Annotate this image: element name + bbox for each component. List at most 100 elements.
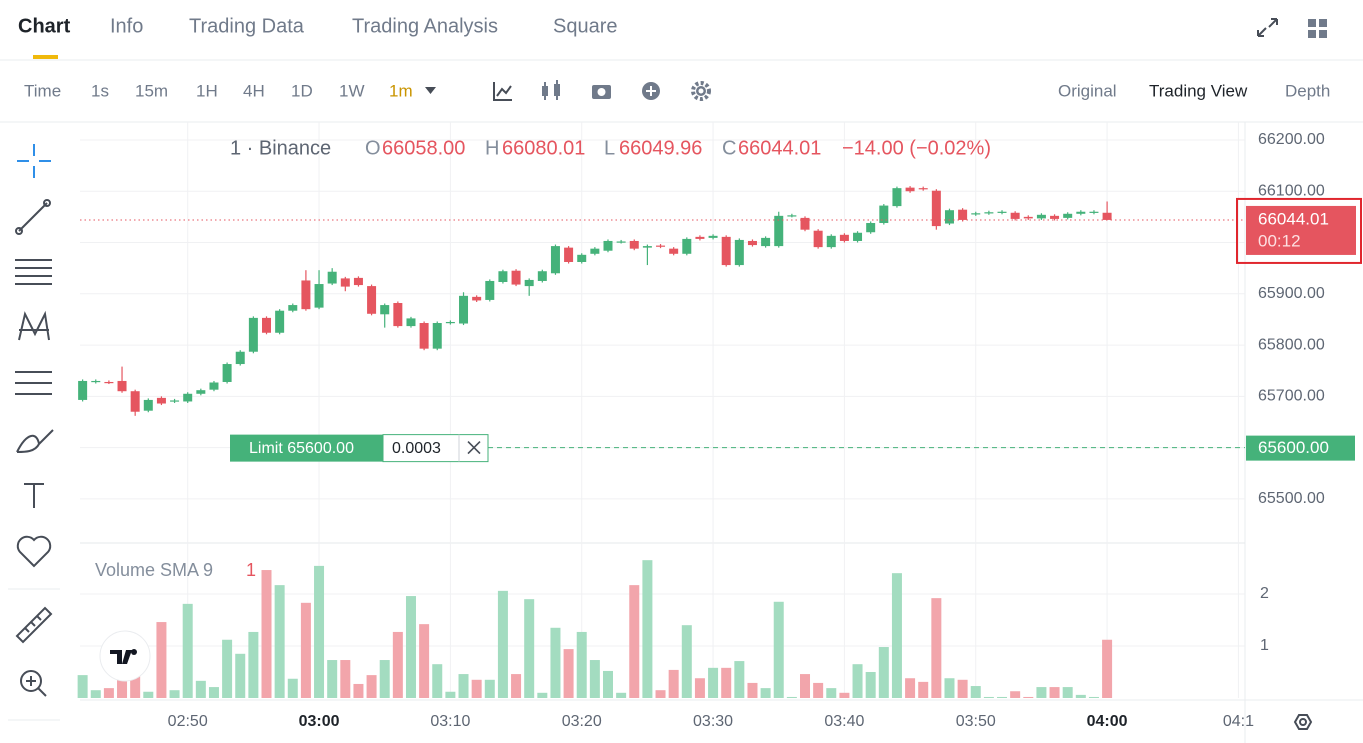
volume-bar bbox=[800, 674, 811, 698]
candle-body bbox=[235, 351, 245, 365]
volume-bar bbox=[905, 678, 916, 698]
candle-body bbox=[288, 305, 298, 311]
candle-body bbox=[196, 390, 206, 394]
interval[interactable]: 1s bbox=[91, 81, 109, 100]
candle-body bbox=[629, 240, 639, 249]
candle-body bbox=[130, 391, 140, 412]
interval[interactable]: Time bbox=[24, 81, 61, 100]
interval[interactable]: 1W bbox=[339, 81, 365, 100]
tab[interactable]: Info bbox=[110, 15, 143, 37]
candle-body bbox=[800, 217, 810, 230]
x-tick-label: 04:1 bbox=[1223, 713, 1254, 730]
settings-icon[interactable] bbox=[691, 81, 711, 101]
x-tick-label: 03:00 bbox=[299, 713, 340, 730]
zoom-tool[interactable] bbox=[20, 670, 42, 692]
interval[interactable]: 4H bbox=[243, 81, 265, 100]
candle-body bbox=[104, 381, 114, 384]
candle-body bbox=[1023, 216, 1033, 219]
candle-body bbox=[1102, 212, 1112, 220]
dropdown-arrow[interactable] bbox=[425, 87, 436, 94]
symbol: 1 · Binance bbox=[230, 137, 331, 159]
favorite-tool[interactable] bbox=[16, 535, 52, 568]
volume-bar bbox=[997, 696, 1008, 698]
projection-tool[interactable] bbox=[15, 371, 52, 395]
candle-body bbox=[866, 223, 876, 233]
tab[interactable]: Trading Data bbox=[189, 15, 305, 37]
settings-hex-icon[interactable] bbox=[1299, 718, 1307, 726]
candle-body bbox=[222, 364, 232, 382]
layout-icon[interactable] bbox=[1308, 19, 1327, 38]
candle-body bbox=[143, 399, 153, 411]
volume-bar bbox=[314, 565, 325, 698]
measure-tool[interactable] bbox=[15, 606, 53, 644]
y-tick-label: 66100.00 bbox=[1258, 182, 1325, 199]
drawing-tools bbox=[15, 144, 54, 697]
expand-icon[interactable] bbox=[1257, 18, 1278, 37]
candle-body bbox=[498, 271, 508, 282]
volume-bar bbox=[300, 602, 311, 698]
tab[interactable]: Square bbox=[553, 15, 618, 37]
volume-bar bbox=[589, 660, 600, 698]
candle-type-icon[interactable] bbox=[542, 80, 560, 100]
candle-body bbox=[879, 205, 889, 224]
volume-bar bbox=[117, 679, 128, 698]
candle-body bbox=[642, 246, 652, 248]
candle-body bbox=[380, 305, 390, 315]
x-tick-label: 03:30 bbox=[693, 713, 733, 730]
interval[interactable]: 15m bbox=[135, 81, 168, 100]
volume-bar bbox=[747, 682, 758, 698]
candle-body bbox=[91, 380, 101, 383]
volume-bar bbox=[852, 664, 863, 698]
candle-body bbox=[340, 278, 350, 287]
volume-bar bbox=[432, 664, 443, 698]
indicator-icon[interactable] bbox=[493, 82, 512, 101]
zoom-tool[interactable] bbox=[26, 676, 47, 697]
volume-bar bbox=[773, 601, 784, 698]
settings-hex-icon[interactable] bbox=[1293, 714, 1313, 730]
volume-bar bbox=[708, 667, 719, 698]
volume-bar bbox=[274, 585, 285, 698]
line-tool[interactable] bbox=[43, 199, 51, 207]
volume-bar bbox=[760, 688, 771, 698]
candle-body bbox=[853, 232, 863, 241]
limit-price-badge bbox=[1246, 435, 1355, 461]
cancel-order[interactable] bbox=[467, 441, 481, 455]
crosshair-tool[interactable] bbox=[17, 144, 51, 178]
y-tick-label: 65900.00 bbox=[1258, 285, 1325, 302]
volume-bar bbox=[878, 647, 889, 698]
candle-body bbox=[156, 397, 166, 404]
text-tool[interactable] bbox=[24, 483, 44, 508]
interval[interactable]: 1H bbox=[196, 81, 218, 100]
tv-logo bbox=[99, 630, 151, 682]
candle-body bbox=[406, 318, 416, 327]
view-active[interactable]: Trading View bbox=[1149, 81, 1248, 100]
candle-body bbox=[984, 212, 994, 214]
candle-body bbox=[708, 235, 718, 238]
candle-body bbox=[485, 280, 495, 300]
volume-bar bbox=[786, 696, 797, 698]
volume-bar bbox=[957, 679, 968, 698]
legend-key: H bbox=[485, 137, 499, 159]
candle-body bbox=[314, 284, 324, 308]
snapshot-icon[interactable] bbox=[592, 85, 611, 99]
tab[interactable]: Trading Analysis bbox=[352, 15, 498, 37]
volume-bar bbox=[1102, 639, 1113, 698]
volume-bar bbox=[261, 570, 272, 698]
candle-body bbox=[656, 245, 666, 247]
brush-tool[interactable] bbox=[16, 429, 54, 453]
fib-tool[interactable] bbox=[15, 259, 52, 285]
candle-body bbox=[892, 188, 902, 207]
volume-bar bbox=[563, 649, 574, 698]
interval-active[interactable]: 1m bbox=[389, 81, 413, 100]
tab[interactable]: Chart bbox=[18, 15, 71, 37]
volume-bar bbox=[865, 671, 876, 698]
candle-body bbox=[1076, 211, 1086, 214]
view[interactable]: Depth bbox=[1285, 81, 1330, 100]
line-tool[interactable] bbox=[15, 227, 23, 235]
candle-body bbox=[524, 279, 534, 287]
interval[interactable]: 1D bbox=[291, 81, 313, 100]
line-tool[interactable] bbox=[18, 202, 48, 232]
view[interactable]: Original bbox=[1058, 81, 1117, 100]
add-icon[interactable] bbox=[642, 82, 660, 100]
pattern-tool[interactable] bbox=[18, 310, 50, 341]
